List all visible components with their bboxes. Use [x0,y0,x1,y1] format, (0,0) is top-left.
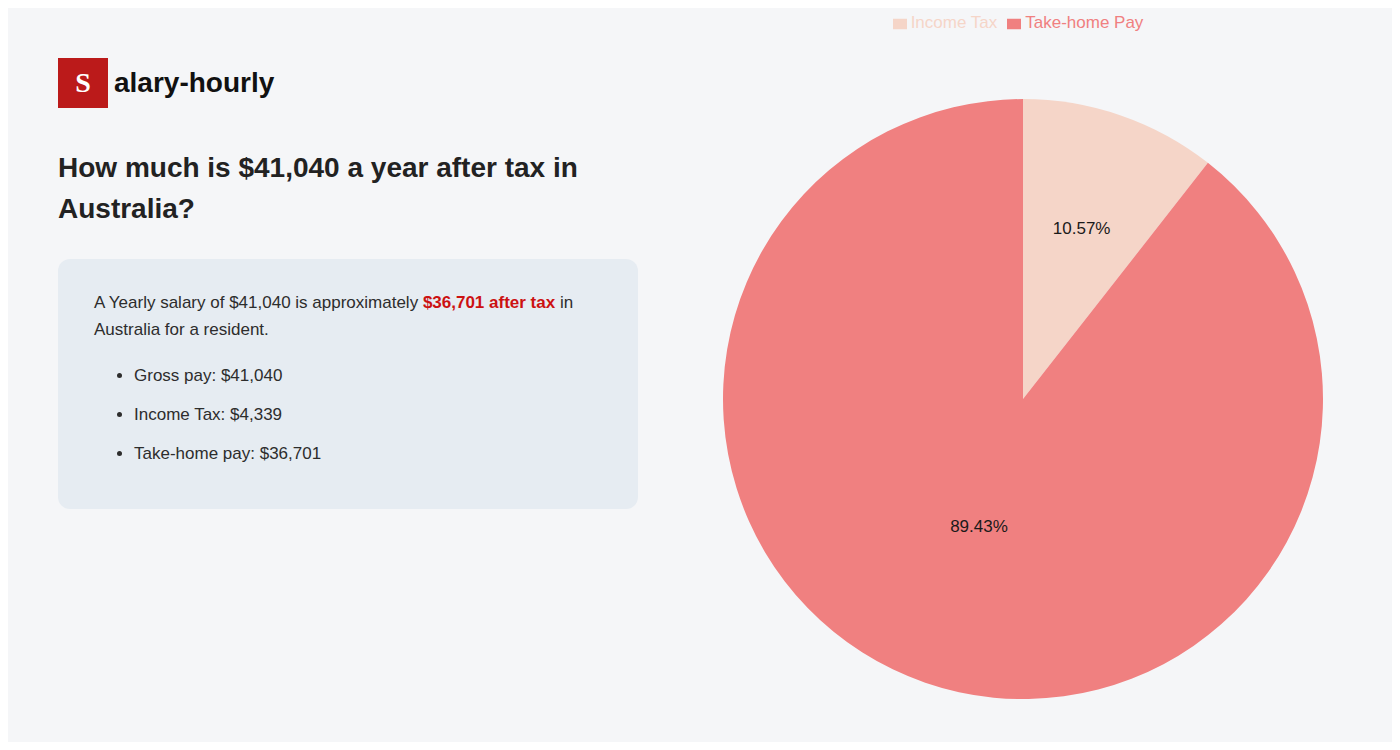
html-text:Australia for a resident.: Australia for a resident. [94,320,269,340]
html-text:Take-home pay: $36,701: Take-home pay: $36,701 [134,443,322,463]
html-text:How much is $41,040 a year aft: How much is $41,040 a year after tax in … [58,152,578,224]
svg-text:10.57%: 10.57% [1053,219,1111,238]
html-text:Income Tax: Income Tax [910,13,998,32]
html-text:A Yearly salary of $41,040 is: A Yearly salary of $41,040 is approximat… [94,293,574,313]
html-text:Take-home Pay: Take-home Pay [1025,13,1144,32]
html-text:Gross pay: $41,040: Gross pay: $41,040 [134,365,283,385]
svg-text:89.43%: 89.43% [950,517,1008,536]
html-text:alary-hourly: alary-hourly [114,67,275,98]
html-text:S: S [75,67,91,98]
html-text:Income Tax: $4,339: Income Tax: $4,339 [134,404,283,424]
